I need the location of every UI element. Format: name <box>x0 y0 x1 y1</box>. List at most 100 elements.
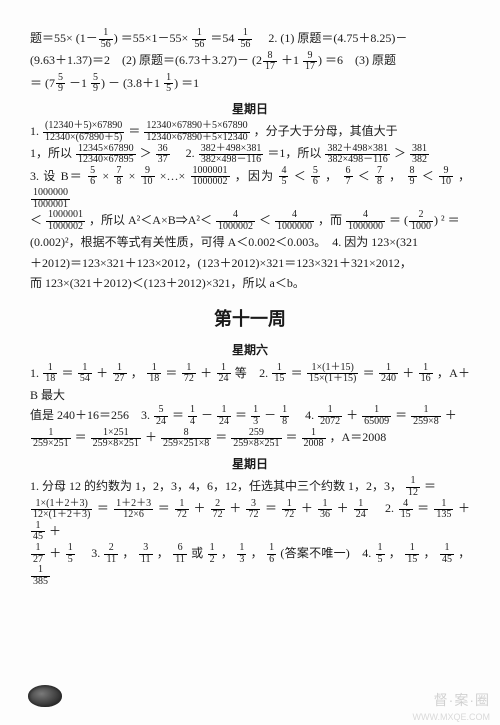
text: ＜ <box>30 213 42 227</box>
text: ＋ <box>301 501 314 515</box>
text: ， <box>458 169 470 183</box>
sun1-l3: 3. 设 B＝ 56 × 78 × 910 ×…× 10000011000002… <box>30 166 470 211</box>
text: ² ＝ <box>441 213 460 227</box>
watermark-url: WWW.MXQE.COM <box>413 710 491 725</box>
sun1-l5: (0.002)²，根据不等式有关性质，可得 A＜0.002＜0.003。 4. … <box>30 232 470 252</box>
frac: 13 <box>251 405 260 427</box>
frac: 45 <box>279 166 288 188</box>
frac: 115 <box>272 363 286 385</box>
text: ＝54 <box>210 31 234 45</box>
frac: 12345×6789012340×67895 <box>76 144 136 166</box>
frac: 127 <box>31 543 45 565</box>
text: ×…× <box>160 169 186 183</box>
frac: 3637 <box>156 144 170 166</box>
text: 或 <box>191 546 203 560</box>
frac: 12072 <box>318 405 342 427</box>
text: ＋ <box>346 408 358 422</box>
frac: 611 <box>173 543 187 565</box>
frac: 41000000 <box>275 210 314 232</box>
text: ＝ <box>75 430 87 444</box>
sat-l2: 值是 240＋16＝256 3. 524 ＝ 14 － 124 ＝ 13 － 1… <box>30 405 470 427</box>
frac: 89 <box>408 166 417 188</box>
text: ， <box>157 546 169 560</box>
text: ＝ <box>235 408 247 422</box>
text: ， <box>131 366 143 380</box>
sunday1-title: 星期日 <box>30 99 470 119</box>
text: ＜ <box>294 169 306 183</box>
sun1-l2: 1，所以 12345×6789012340×67895 ＞ 3637 2. 38… <box>30 143 470 165</box>
text: ＞ <box>394 146 406 160</box>
frac: 16 <box>267 543 276 565</box>
sun2-l1: 1. 分母 12 的约数为 1，2，3，4，6，12，任选其中三个约数 1，2，… <box>30 476 470 498</box>
text: ＝ <box>61 366 73 380</box>
frac: 8259×251×8 <box>161 428 211 450</box>
frac: 145 <box>440 543 454 565</box>
frac: 1×251259×8×251 <box>91 428 141 450</box>
intro-line3: ＝ (759 －1 59) － (3.8＋1 15) ＝1 <box>30 73 470 95</box>
text: ＝ <box>30 76 42 90</box>
text: ＋ <box>200 366 212 380</box>
text: ＋1 <box>281 53 299 67</box>
text: ，而 <box>318 213 342 227</box>
frac: 165009 <box>362 405 391 427</box>
text: 值是 240＋16＝256 3. <box>30 408 153 422</box>
frac: 124 <box>217 363 231 385</box>
frac: 372 <box>246 499 260 521</box>
frac: 145 <box>31 521 45 543</box>
text: ＋ <box>49 546 61 560</box>
frac: 13 <box>237 543 246 565</box>
sat-l1: 1. 118 ＝ 154 ＋ 127 ， 118 ＝ 172 ＋ 124 等 2… <box>30 363 470 406</box>
text: －1 <box>69 76 87 90</box>
text: ，分子大于分母，其值大于 <box>254 124 398 138</box>
intro-line1: 题＝55× (1－156) ＝55×1－55× 156 ＝54 156 2. (… <box>30 28 470 50</box>
frac: 12008 <box>302 428 326 450</box>
frac: 381382 <box>410 144 429 166</box>
text: ＋ <box>337 501 350 515</box>
intro-line2: (9.63＋1.37)＝2 (2) 原题＝(6.73＋3.27)－ (2817 … <box>30 50 470 72</box>
frac: 41000002 <box>216 210 255 232</box>
frac: 10000011000002 <box>191 166 230 188</box>
frac: 1×(1＋2＋3)12×(1＋2＋3) <box>31 499 92 521</box>
sun2-l3: 127 ＋ 15 3. 211 ， 311 ， 611 或 12 ， 13 ， … <box>30 543 470 588</box>
text: ＝6 (3) 原题 <box>325 53 396 67</box>
frac: 67 <box>344 166 353 188</box>
text: ＝ <box>158 501 171 515</box>
text: ＝ <box>395 408 407 422</box>
text: ＜ <box>422 169 434 183</box>
frac: 259259×8×251 <box>231 428 281 450</box>
text: 1，所以 <box>30 146 72 160</box>
text: 2. (1) 原题＝(4.75＋8.25)－ <box>256 31 407 45</box>
frac: 1240 <box>379 363 398 385</box>
frac: 136 <box>318 499 332 521</box>
text: － <box>264 408 276 422</box>
text: ＋ <box>193 501 206 515</box>
text: 题＝55× <box>30 31 73 45</box>
text: ＋ <box>402 366 414 380</box>
sunday2-title: 星期日 <box>30 454 470 474</box>
frac: 127 <box>113 363 127 385</box>
text: 2. <box>372 501 397 515</box>
frac: 272 <box>211 499 225 521</box>
text: ，所以 A²＜A×B⇒A²＜ <box>89 213 212 227</box>
text: ， <box>424 546 436 560</box>
week11-title: 第十一周 <box>30 304 470 335</box>
frac: 311 <box>139 543 153 565</box>
text: ＝1，所以 <box>267 146 321 160</box>
frac: 1＋2＋312×6 <box>114 499 153 521</box>
frac: 12340×67890＋5×6789012340×67890＋5×12340 <box>144 121 249 143</box>
frac: 118 <box>147 363 161 385</box>
frac: 817 <box>263 51 277 73</box>
frac: 56 <box>311 166 320 188</box>
text: ＋ <box>229 501 242 515</box>
frac: 56 <box>88 166 97 188</box>
text: ＝ <box>172 408 184 422</box>
frac: 112 <box>406 476 420 498</box>
page-number-badge <box>28 685 62 707</box>
frac: 1135 <box>434 499 453 521</box>
text: ＋ <box>96 366 108 380</box>
frac: 15 <box>376 543 385 565</box>
frac: 41000000 <box>346 210 385 232</box>
sun1-l1: 1. (12340＋5)×6789012340×(67890＋5) ＝ 1234… <box>30 121 470 143</box>
frac: 1×(1＋15)15×(1＋15) <box>307 363 358 385</box>
text: ＋ <box>49 524 61 538</box>
